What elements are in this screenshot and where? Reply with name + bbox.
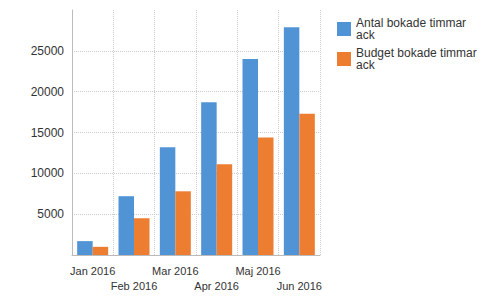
svg-text:ack: ack <box>356 58 376 72</box>
svg-text:15000: 15000 <box>31 126 65 140</box>
svg-text:Budget bokade timmar: Budget bokade timmar <box>356 46 481 60</box>
svg-text:Maj 2016: Maj 2016 <box>235 265 280 277</box>
svg-text:20000: 20000 <box>31 85 65 99</box>
svg-text:25000: 25000 <box>31 44 65 58</box>
svg-text:Jun 2016: Jun 2016 <box>277 280 322 292</box>
svg-text:Mar 2016: Mar 2016 <box>152 265 198 277</box>
svg-text:ack: ack <box>356 28 376 42</box>
svg-text:5000: 5000 <box>37 207 64 221</box>
svg-text:10000: 10000 <box>31 166 65 180</box>
svg-text:Apr 2016: Apr 2016 <box>194 280 239 292</box>
svg-text:Antal bokade timmar: Antal bokade timmar <box>356 16 470 30</box>
svg-text:Feb 2016: Feb 2016 <box>111 280 157 292</box>
svg-text:Jan 2016: Jan 2016 <box>70 265 115 277</box>
